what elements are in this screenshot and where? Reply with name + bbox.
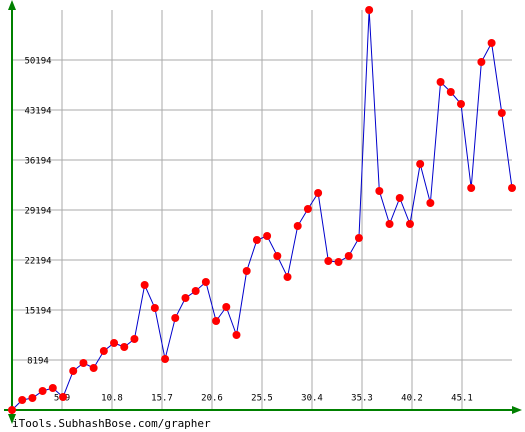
x-axis-arrow <box>512 406 522 414</box>
y-tick-label: 50194 <box>24 57 51 67</box>
point <box>436 78 445 86</box>
grid <box>12 10 512 410</box>
point <box>446 88 455 96</box>
point <box>242 267 251 275</box>
point <box>18 396 27 404</box>
point <box>69 367 78 375</box>
point <box>8 406 16 414</box>
point <box>416 160 425 168</box>
x-tick-label: 30.4 <box>301 394 323 404</box>
point <box>89 364 98 372</box>
point <box>385 220 394 228</box>
point <box>283 273 292 281</box>
point <box>79 359 88 367</box>
point <box>293 222 302 230</box>
point <box>28 394 37 402</box>
point <box>59 393 68 401</box>
x-tick-label: 20.6 <box>201 394 223 404</box>
point <box>48 384 57 392</box>
point <box>130 335 139 343</box>
point <box>456 100 465 108</box>
point <box>334 258 343 266</box>
point <box>161 355 170 363</box>
point <box>426 199 435 207</box>
x-tick-label: 25.5 <box>251 394 273 404</box>
point <box>477 58 486 66</box>
point <box>395 194 404 202</box>
point <box>354 234 363 242</box>
point <box>212 317 221 325</box>
point <box>263 232 272 240</box>
point <box>110 339 119 347</box>
point <box>405 220 414 228</box>
point <box>38 387 47 395</box>
point <box>324 257 333 265</box>
point <box>140 281 149 289</box>
point <box>273 252 282 260</box>
x-tick-label: 40.2 <box>401 394 423 404</box>
point <box>303 205 312 213</box>
point <box>252 236 261 244</box>
point <box>487 39 496 47</box>
x-tick-label: 10.8 <box>101 394 123 404</box>
y-tick-label: 36194 <box>24 157 51 167</box>
y-tick-label: 15194 <box>24 307 51 317</box>
x-tick-label: 45.1 <box>451 394 473 404</box>
point <box>181 294 190 302</box>
y-tick-label: 29194 <box>24 207 51 217</box>
point <box>375 187 384 195</box>
y-tick-label: 22194 <box>24 257 51 267</box>
point <box>365 6 374 14</box>
point <box>344 252 353 260</box>
point <box>508 184 516 192</box>
point <box>99 347 108 355</box>
point <box>497 109 506 117</box>
point <box>314 189 323 197</box>
point <box>232 331 241 339</box>
y-tick-label: 8194 <box>27 357 49 367</box>
point <box>201 278 210 286</box>
y-tick-label: 43194 <box>24 107 51 117</box>
point <box>171 314 180 322</box>
x-tick-label: 35.3 <box>351 394 373 404</box>
point <box>467 184 476 192</box>
x-tick-label: 15.7 <box>151 394 173 404</box>
y-axis-arrow <box>8 414 16 424</box>
point <box>222 303 231 311</box>
footer: iTools.SubhashBose.com/grapher <box>12 417 211 430</box>
point <box>191 287 200 295</box>
point <box>150 304 159 312</box>
y-axis-arrow <box>8 0 16 10</box>
point <box>120 343 129 351</box>
